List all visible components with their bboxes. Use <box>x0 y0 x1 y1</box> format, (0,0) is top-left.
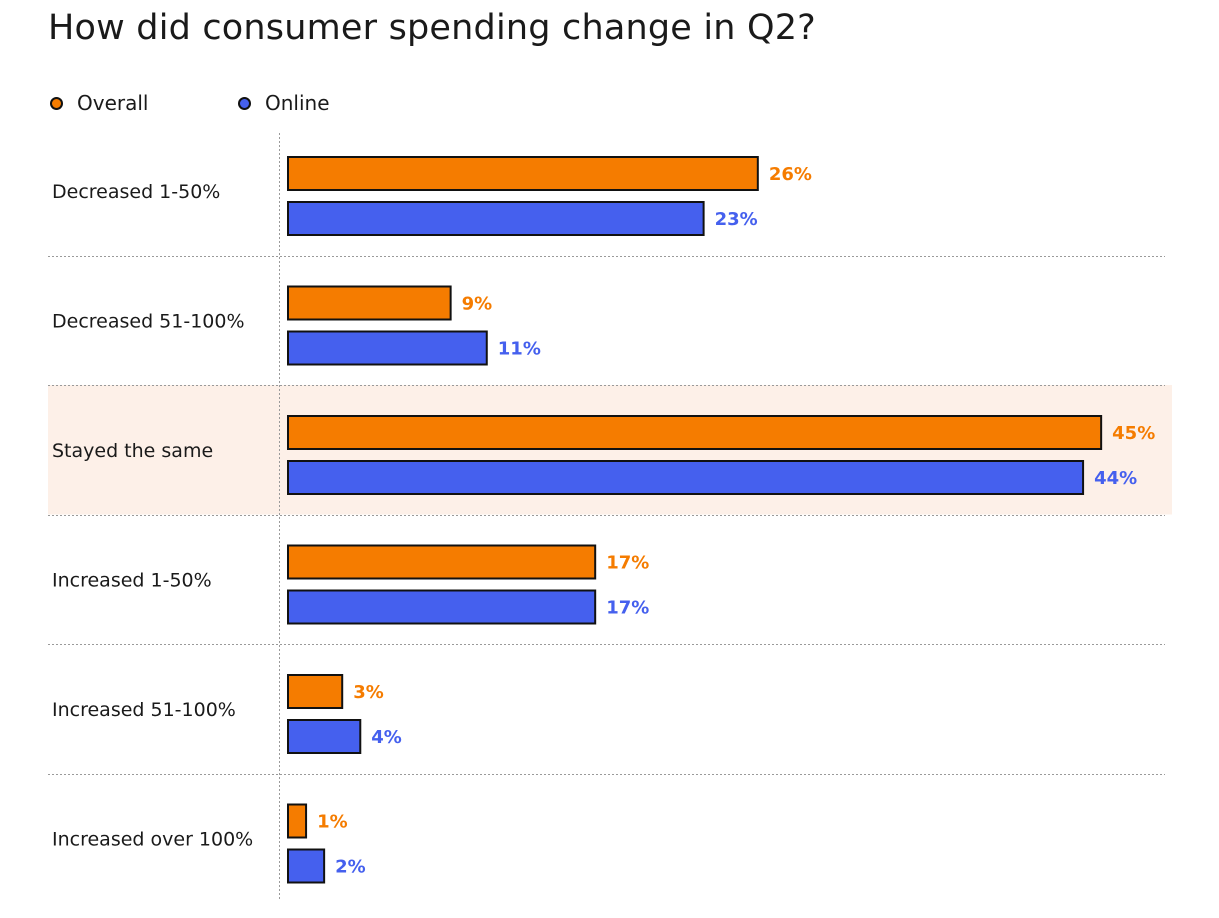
data-label-online: 4% <box>371 727 402 748</box>
bar-online <box>287 330 488 366</box>
legend-item-online: Online <box>238 91 330 115</box>
data-label-overall: 26% <box>769 164 812 185</box>
bar-overall <box>287 674 344 709</box>
data-label-online: 2% <box>335 857 366 878</box>
category-label: Decreased 1-50% <box>52 181 220 203</box>
bar-online <box>287 848 326 884</box>
category-label: Decreased 51-100% <box>52 310 245 332</box>
data-label-overall: 1% <box>317 812 348 833</box>
category-label: Stayed the same <box>52 440 213 462</box>
legend-label-online: Online <box>265 91 330 115</box>
bar-online <box>287 719 362 754</box>
bar-overall <box>287 415 1103 450</box>
legend-label-overall: Overall <box>77 91 149 115</box>
data-label-overall: 17% <box>606 553 649 574</box>
bar-online <box>287 460 1085 495</box>
legend-swatch-online <box>238 96 251 110</box>
data-label-online: 23% <box>715 209 758 230</box>
data-label-online: 11% <box>498 339 541 360</box>
category-label: Increased 51-100% <box>52 699 236 721</box>
category-label: Increased 1-50% <box>52 569 212 591</box>
data-label-online: 44% <box>1094 468 1137 489</box>
legend-item-overall: Overall <box>50 91 148 115</box>
category-label: Increased over 100% <box>52 828 253 850</box>
data-label-overall: 9% <box>462 294 493 315</box>
data-label-online: 17% <box>606 598 649 619</box>
chart-title: How did consumer spending change in Q2? <box>48 8 816 48</box>
bar-online <box>287 589 597 625</box>
data-label-overall: 3% <box>353 682 384 703</box>
bar-online <box>287 201 705 236</box>
legend-swatch-overall <box>50 96 63 110</box>
bar-overall <box>287 156 759 191</box>
data-label-overall: 45% <box>1112 423 1155 444</box>
bar-overall <box>287 285 452 321</box>
bar-overall <box>287 544 597 580</box>
bar-overall <box>287 803 308 839</box>
